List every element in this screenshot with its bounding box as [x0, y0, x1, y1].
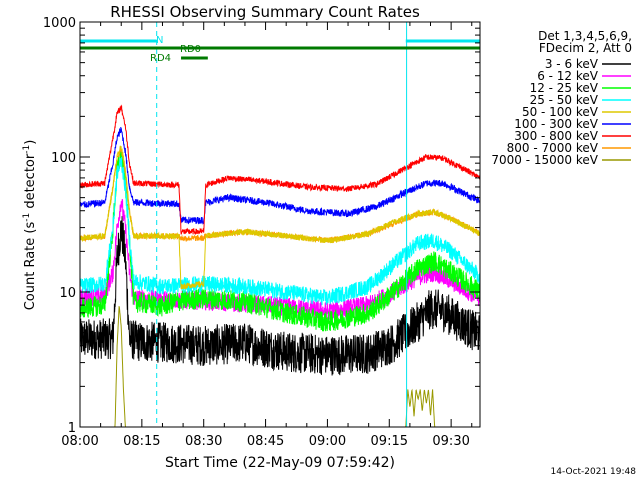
legend-entry-label: 100 - 300 keV — [514, 117, 598, 131]
legend-entry-label: 300 - 800 keV — [514, 129, 598, 143]
legend: Det 1,3,4,5,6,9, FDecim 2, Att 0 3 - 6 k… — [491, 29, 632, 167]
y-axis-label-sup1: -1 — [22, 213, 32, 222]
y-tick-label: 1 — [68, 421, 76, 436]
x-tick-label: 08:45 — [247, 434, 284, 449]
legend-entry-label: 12 - 25 keV — [530, 81, 599, 95]
x-tick-label: 08:15 — [123, 434, 160, 449]
series-line-3-6-kev — [79, 216, 481, 376]
x-tick-label: 08:30 — [185, 434, 222, 449]
series-line-12-25-kev — [79, 147, 481, 332]
y-tick-label: 10 — [59, 286, 76, 301]
legend-header-line-2: FDecim 2, Att 0 — [539, 41, 632, 55]
y-axis: 1 10 100 1000 — [43, 16, 480, 436]
legend-entry-label: 50 - 100 keV — [522, 105, 599, 119]
series-line-300-800-kev — [79, 104, 481, 235]
y-axis-label: Count Rate (s-1 detector-1) — [22, 140, 38, 311]
legend-entry-label: 6 - 12 keV — [537, 69, 599, 83]
y-tick-label: 100 — [51, 151, 76, 166]
x-tick-label: 09:00 — [309, 434, 346, 449]
y-axis-label-end: ) — [23, 140, 38, 145]
chart-title: RHESSI Observing Summary Count Rates — [110, 3, 420, 21]
legend-entry-label: 3 - 6 keV — [545, 57, 599, 71]
x-axis-label: Start Time (22-May-09 07:59:42) — [165, 455, 395, 471]
legend-entry-label: 25 - 50 keV — [530, 93, 599, 107]
series-line-25-50-kev — [79, 156, 481, 306]
x-tick-label: 09:15 — [371, 434, 408, 449]
series-line-100-300-kev — [79, 126, 481, 225]
plot-frame — [79, 21, 481, 428]
generation-timestamp: 14-Oct-2021 19:48 — [551, 467, 637, 477]
flag-label-rd4: RD4 — [150, 53, 171, 64]
y-axis-label-main: Count Rate (s — [23, 222, 38, 311]
x-tick-label: 09:30 — [432, 434, 469, 449]
flags-group: N RD0 RD4 — [80, 35, 480, 64]
legend-entry-label: 7000 - 15000 keV — [491, 153, 598, 167]
x-axis: 08:00 08:15 08:30 08:45 09:00 09:15 09:30 — [61, 22, 473, 449]
flag-label-rd0: RD0 — [180, 44, 201, 55]
x-tick-label: 08:00 — [61, 434, 98, 449]
flag-label-n: N — [156, 35, 163, 46]
legend-entry-label: 800 - 7000 keV — [507, 141, 599, 155]
y-tick-label: 1000 — [43, 16, 76, 31]
y-axis-label-mid: detector — [23, 153, 38, 213]
legend-header-line-1: Det 1,3,4,5,6,9, — [538, 29, 632, 43]
series-line-50-100-kev — [79, 145, 481, 290]
y-axis-label-sup2: -1 — [22, 145, 32, 154]
plot-lines-group — [79, 22, 481, 428]
